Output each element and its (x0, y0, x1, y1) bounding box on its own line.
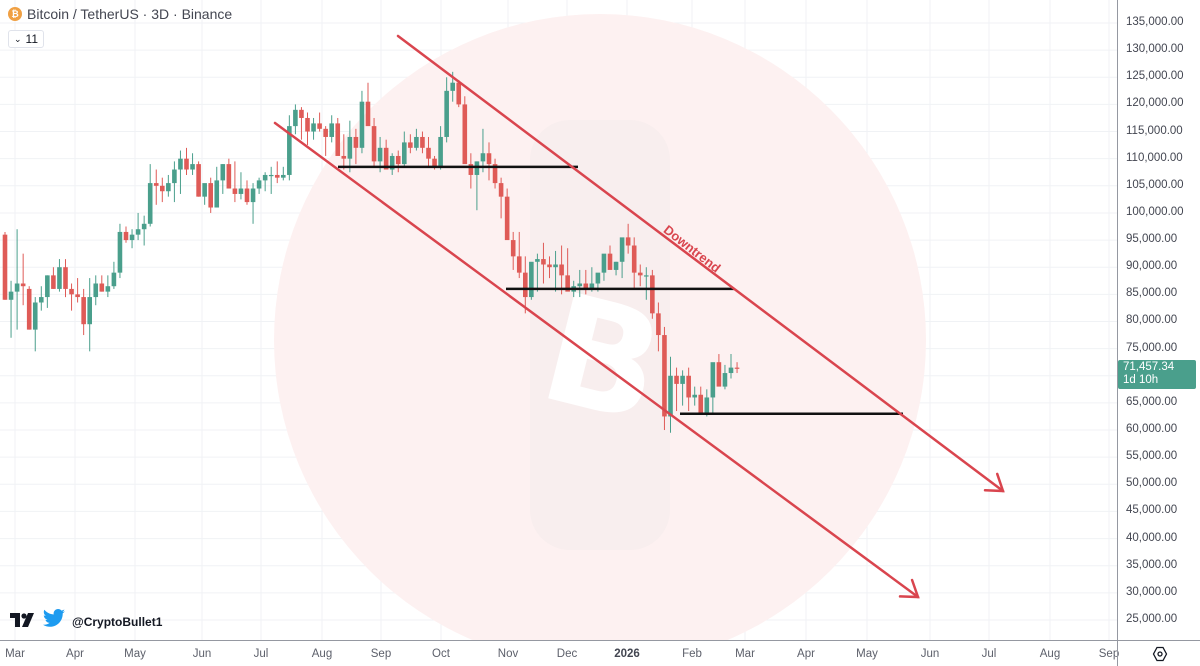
chevron-down-icon: ⌄ (14, 33, 22, 44)
price-tick-label: 35,000.00 (1126, 558, 1178, 571)
last-price-value: 71,457.34 (1123, 361, 1175, 373)
time-tick-label: Sep (370, 648, 392, 660)
time-axis[interactable]: Mar Apr May Jun Jul Aug Sep Oct Nov Dec 2026 Feb Mar… (0, 640, 1120, 666)
time-tick-label: Jul (981, 648, 997, 660)
price-tick-label: 115,000.00 (1126, 124, 1183, 137)
price-tick-label: 95,000.00 (1126, 233, 1178, 246)
price-tick-label: 65,000.00 (1126, 395, 1178, 408)
author-handle: @CryptoBullet1 (72, 614, 163, 629)
time-tick-label: Nov (497, 648, 519, 660)
time-tick-label: Apr (66, 648, 84, 660)
price-tick-label: 80,000.00 (1126, 314, 1178, 327)
bitcoin-icon: ₿ (8, 7, 22, 21)
time-tick-label: Feb (682, 648, 702, 660)
price-tick-label: 25,000.00 (1126, 612, 1178, 625)
time-tick-label: Aug (311, 648, 333, 660)
price-tick-label: 130,000.00 (1126, 43, 1184, 56)
time-tick-label: Mar (5, 648, 25, 660)
last-price-badge: 71,457.34 1d 10h (1118, 360, 1196, 389)
price-tick-label: 60,000.00 (1126, 423, 1178, 436)
time-tick-label: Jun (192, 648, 212, 660)
price-tick-label: 85,000.00 (1126, 287, 1178, 300)
time-tick-label: Oct (432, 648, 450, 660)
price-axis[interactable]: 71,457.34 1d 10h 135,000.00 130,000.00 125… (1117, 0, 1200, 640)
tradingview-logo-icon[interactable] (10, 612, 36, 632)
bar-countdown: 1d 10h (1123, 374, 1159, 386)
chart-canvas[interactable]: B (0, 0, 1117, 640)
time-tick-label: Apr (797, 648, 815, 660)
twitter-bird-icon (42, 609, 66, 634)
price-tick-label: 125,000.00 (1126, 70, 1184, 83)
chart-header: ₿ Bitcoin / TetherUS · 3D · Binance (8, 6, 232, 22)
price-tick-label: 45,000.00 (1126, 504, 1178, 517)
time-tick-label: Jun (920, 648, 940, 660)
indicator-count: 11 (25, 32, 39, 46)
gear-icon (1152, 646, 1167, 661)
time-tick-label: 2026 (614, 648, 640, 660)
candlestick-series (2, 71, 740, 433)
price-tick-label: 75,000.00 (1126, 341, 1178, 354)
price-tick-label: 100,000.00 (1126, 205, 1184, 218)
indicators-toggle-button[interactable]: ⌄ 11 (8, 30, 45, 48)
price-tick-label: 110,000.00 (1126, 151, 1183, 164)
price-tick-label: 120,000.00 (1126, 97, 1184, 110)
price-tick-label: 55,000.00 (1126, 450, 1178, 463)
bitcoin-watermark-icon: B (274, 14, 926, 640)
channel-trendlines (273, 34, 1005, 599)
time-tick-label: May (856, 648, 878, 660)
price-tick-label: 40,000.00 (1126, 531, 1178, 544)
time-tick-label: Jul (253, 648, 269, 660)
price-tick-label: 50,000.00 (1126, 477, 1178, 490)
price-tick-label: 105,000.00 (1126, 178, 1184, 191)
time-tick-label: May (124, 648, 146, 660)
time-tick-label: Sep (1098, 648, 1120, 660)
price-tick-label: 135,000.00 (1126, 16, 1184, 28)
price-tick-label: 90,000.00 (1126, 260, 1178, 273)
branding: @CryptoBullet1 (10, 609, 162, 634)
chart-settings-button[interactable] (1117, 640, 1200, 666)
time-tick-label: Mar (735, 648, 755, 660)
price-tick-label: 30,000.00 (1126, 585, 1178, 598)
time-tick-label: Dec (556, 648, 578, 660)
support-levels (338, 165, 903, 415)
symbol-title[interactable]: Bitcoin / TetherUS · 3D · Binance (27, 6, 233, 22)
time-tick-label: Aug (1039, 648, 1061, 660)
